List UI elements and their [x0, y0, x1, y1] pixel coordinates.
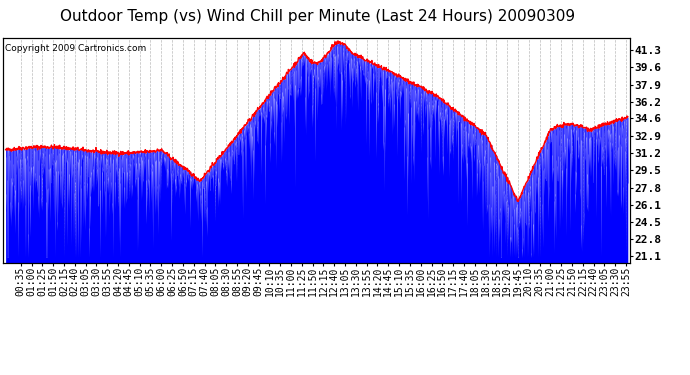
Text: Copyright 2009 Cartronics.com: Copyright 2009 Cartronics.com	[5, 44, 146, 53]
Text: Outdoor Temp (vs) Wind Chill per Minute (Last 24 Hours) 20090309: Outdoor Temp (vs) Wind Chill per Minute …	[60, 9, 575, 24]
